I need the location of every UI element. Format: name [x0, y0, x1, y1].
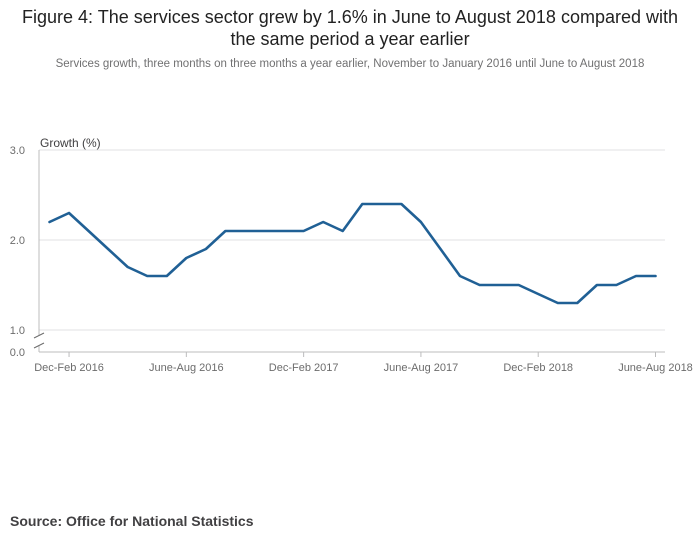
x-tick-label: June-Aug 2017 — [384, 362, 459, 374]
y-tick-label: 1.0 — [10, 325, 25, 337]
y-axis-ticks: 0.0 1.0 2.0 3.0 Growth (%) — [10, 136, 101, 359]
axis-break-mark — [33, 342, 45, 349]
x-tick-label: Dec-Feb 2018 — [503, 362, 573, 374]
y-tick-label: 2.0 — [10, 235, 25, 247]
y-tick-label: 0.0 — [10, 347, 25, 359]
y-tick-label: 3.0 — [10, 145, 25, 157]
series-layer — [48, 202, 657, 305]
y-axis-title: Growth (%) — [40, 136, 101, 150]
x-axis-ticks: Dec-Feb 2016 June-Aug 2016 Dec-Feb 2017 Jun… — [34, 352, 693, 374]
axis-break-mark — [33, 332, 45, 339]
x-tick-label: Dec-Feb 2016 — [34, 362, 104, 374]
x-tick-label: June-Aug 2018 — [618, 362, 693, 374]
chart-subtitle: Services growth, three months on three m… — [55, 58, 645, 70]
chart-title: Figure 4: The services sector grew by 1.… — [21, 7, 678, 49]
source-note: Source: Office for National Statistics — [10, 513, 254, 529]
gridlines — [39, 149, 665, 331]
axes — [33, 150, 665, 353]
x-tick-label: June-Aug 2016 — [149, 362, 224, 374]
x-tick-label: Dec-Feb 2017 — [269, 362, 339, 374]
series-line — [48, 202, 657, 305]
